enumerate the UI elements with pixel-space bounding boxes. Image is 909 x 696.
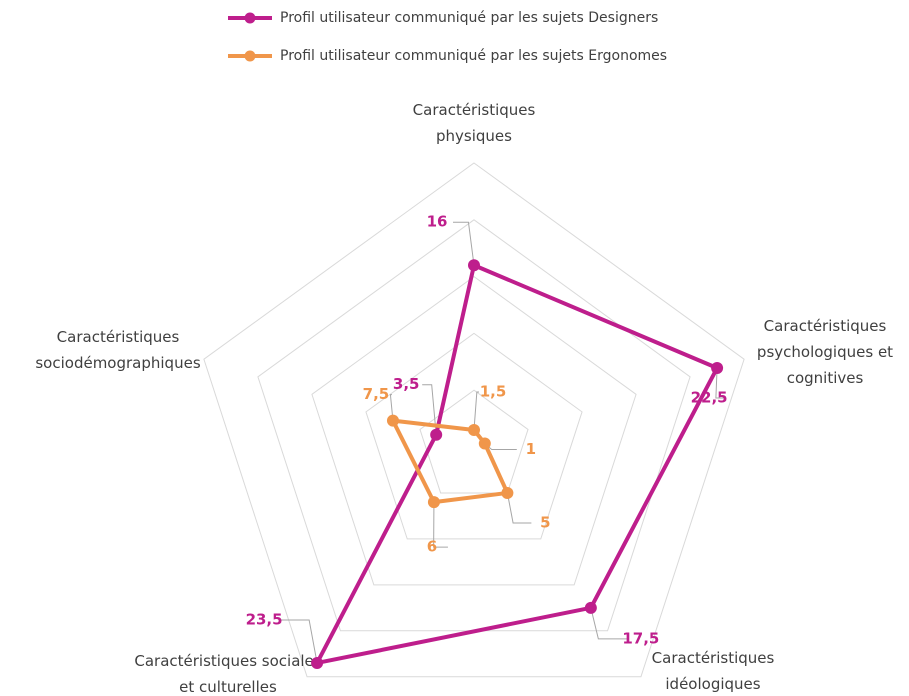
value-label: 23,5 xyxy=(246,610,283,628)
series-line xyxy=(315,263,720,665)
data-point xyxy=(478,437,491,450)
leader-line xyxy=(453,221,475,266)
value-label: 22,5 xyxy=(691,389,728,407)
category-label: Caractéristiques sociodémographiques xyxy=(35,328,200,372)
category-label: Caractéristiques psychologiques et cogniti… xyxy=(757,317,893,387)
leader-line xyxy=(389,394,394,421)
legend-label: Profil utilisateur communiqué par les su… xyxy=(280,48,667,64)
category-label: Caractéristiques idéologiques xyxy=(652,649,775,693)
grid-ring xyxy=(311,275,637,586)
data-point xyxy=(427,496,440,509)
value-label: 5 xyxy=(540,513,550,531)
value-label: 7,5 xyxy=(363,385,390,403)
value-label: 1 xyxy=(526,440,536,458)
data-point xyxy=(430,428,443,441)
leader-line xyxy=(433,502,448,548)
grid-ring xyxy=(365,332,583,540)
leader-line xyxy=(715,367,726,399)
legend-marker xyxy=(244,50,256,62)
data-point xyxy=(311,656,324,669)
data-point xyxy=(711,362,724,375)
leader-line xyxy=(506,492,532,524)
grid-ring xyxy=(203,162,745,678)
value-label: 16 xyxy=(427,213,448,231)
leader-line xyxy=(473,391,479,430)
category-label: Caractéristiques physiques xyxy=(413,101,536,145)
data-point xyxy=(386,414,399,427)
series-line xyxy=(390,418,510,505)
data-point xyxy=(468,259,480,272)
category-label: Caractéristiques sociales et culturelles xyxy=(134,652,321,696)
legend-marker xyxy=(244,12,256,24)
leader-line xyxy=(280,619,318,664)
data-point xyxy=(501,486,514,499)
value-label: 3,5 xyxy=(393,375,420,393)
data-point xyxy=(584,601,597,614)
value-label: 6 xyxy=(427,538,437,556)
value-label: 1,5 xyxy=(480,382,507,400)
leader-line xyxy=(590,607,627,640)
data-point xyxy=(468,423,480,436)
value-label: 17,5 xyxy=(622,629,659,647)
legend-label: Profil utilisateur communiqué par les su… xyxy=(280,10,658,26)
leader-line xyxy=(422,384,437,435)
grid-ring xyxy=(419,389,529,494)
